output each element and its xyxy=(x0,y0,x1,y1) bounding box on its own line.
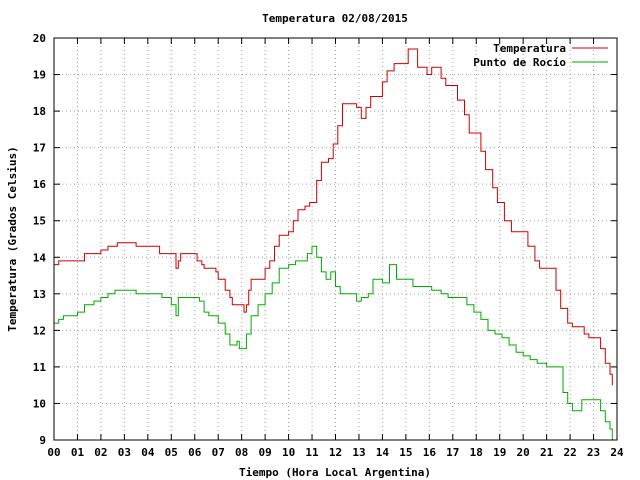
y-tick-label: 19 xyxy=(33,69,46,82)
x-tick-label: 15 xyxy=(399,446,412,459)
y-axis-label: Temperatura (Grados Celsius) xyxy=(6,146,19,331)
x-tick-label: 10 xyxy=(282,446,295,459)
x-tick-label: 02 xyxy=(94,446,107,459)
x-tick-label: 01 xyxy=(71,446,85,459)
x-tick-label: 09 xyxy=(259,446,272,459)
x-tick-label: 21 xyxy=(540,446,554,459)
x-tick-label: 06 xyxy=(188,446,202,459)
y-tick-label: 15 xyxy=(33,215,46,228)
x-tick-label: 12 xyxy=(329,446,342,459)
x-tick-label: 17 xyxy=(446,446,459,459)
x-tick-label: 14 xyxy=(376,446,390,459)
legend-label: Temperatura xyxy=(493,42,566,55)
y-tick-label: 17 xyxy=(33,142,46,155)
y-tick-label: 9 xyxy=(39,434,46,447)
y-tick-label: 10 xyxy=(33,397,46,410)
x-tick-label: 03 xyxy=(118,446,131,459)
x-tick-label: 08 xyxy=(235,446,248,459)
x-tick-label: 00 xyxy=(47,446,60,459)
x-tick-label: 11 xyxy=(305,446,319,459)
y-tick-label: 18 xyxy=(33,105,46,118)
series-line-0 xyxy=(54,48,613,386)
y-tick-label: 20 xyxy=(33,32,46,45)
y-tick-label: 16 xyxy=(33,178,47,191)
x-tick-label: 23 xyxy=(587,446,600,459)
y-tick-label: 11 xyxy=(33,361,47,374)
x-tick-label: 05 xyxy=(165,446,178,459)
x-tick-label: 19 xyxy=(493,446,506,459)
grid xyxy=(54,38,617,440)
x-axis-label: Tiempo (Hora Local Argentina) xyxy=(239,466,431,479)
legend-label: Punto de Rocío xyxy=(473,56,566,69)
x-tick-label: 22 xyxy=(563,446,576,459)
series-line-1 xyxy=(54,245,613,440)
y-tick-label: 14 xyxy=(33,251,47,264)
x-tick-label: 07 xyxy=(212,446,225,459)
x-tick-label: 20 xyxy=(517,446,530,459)
x-tick-label: 18 xyxy=(470,446,483,459)
x-tick-label: 04 xyxy=(141,446,155,459)
x-tick-label: 16 xyxy=(423,446,437,459)
x-tick-label: 13 xyxy=(352,446,365,459)
plot-area xyxy=(54,48,613,440)
chart-title: Temperatura 02/08/2015 xyxy=(262,12,408,25)
y-tick-label: 12 xyxy=(33,324,46,337)
y-tick-label: 13 xyxy=(33,288,46,301)
x-axis: 00 01 02 03 04 05 06 07 08 09 10 11 12 13 14 15 16 17 18 19… xyxy=(47,38,624,459)
y-axis: 9 10 11 12 13 14 15 16 17 18 19 20 xyxy=(33,32,617,447)
x-tick-label: 24 xyxy=(610,446,624,459)
